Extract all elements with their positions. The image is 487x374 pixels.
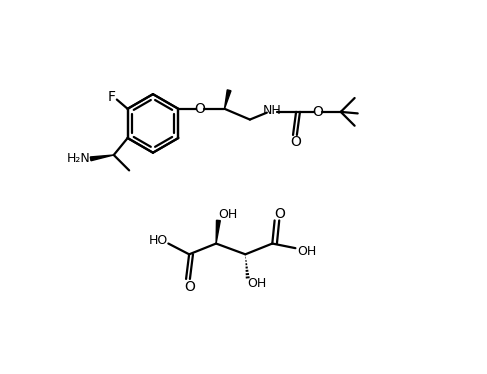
Text: O: O [290,135,301,149]
Text: HO: HO [149,234,168,247]
Text: O: O [312,105,323,119]
Text: OH: OH [218,208,237,221]
Text: O: O [185,280,195,294]
Text: NH: NH [263,104,281,117]
Polygon shape [225,90,231,109]
Polygon shape [90,155,114,161]
Text: H₂N: H₂N [67,152,91,165]
Text: OH: OH [298,245,317,258]
Text: O: O [194,102,206,116]
Polygon shape [216,220,220,243]
Text: F: F [108,90,115,104]
Text: OH: OH [247,277,266,290]
Text: O: O [275,206,285,221]
